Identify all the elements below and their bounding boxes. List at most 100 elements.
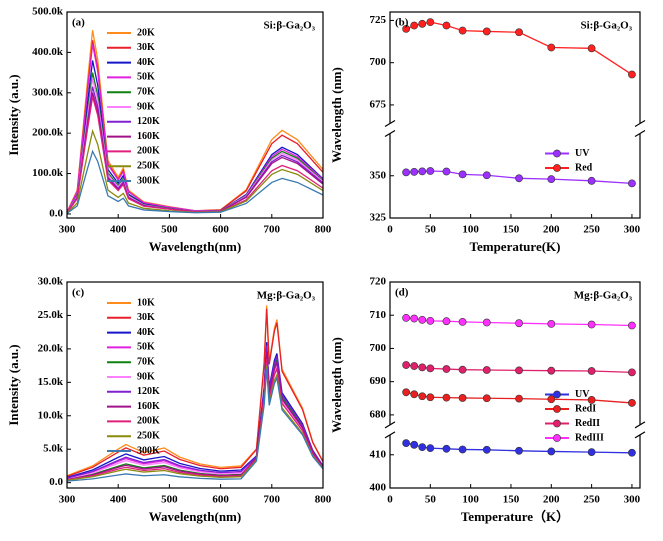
data-point [442, 21, 451, 30]
plot-frame [389, 281, 641, 489]
x-tick-label: 250 [583, 494, 600, 506]
data-point [410, 440, 419, 449]
data-point [482, 366, 491, 374]
legend-marker [553, 419, 561, 428]
axis-break-gap [637, 424, 643, 435]
y-tick-label: 300.0k [32, 86, 64, 98]
data-point [442, 365, 451, 373]
data-point [458, 365, 467, 374]
x-tick-label: 400 [110, 494, 127, 506]
panel-label: (c) [72, 287, 85, 299]
legend-label: 200K [137, 416, 160, 427]
data-point [628, 368, 636, 377]
x-tick-label: 700 [264, 494, 281, 506]
y-tick-label: 400 [370, 482, 387, 494]
x-tick-label: 600 [212, 224, 229, 236]
legend-label: RedII [575, 418, 600, 429]
legend-label: 300K [137, 445, 160, 456]
series-line [66, 30, 324, 213]
x-tick-label: 200 [543, 494, 560, 506]
legend-marker [553, 390, 561, 399]
axis-break-mark [634, 130, 646, 138]
y-tick-label: 720 [370, 276, 387, 288]
y-tick-label: 400.0k [32, 46, 64, 58]
legend-label: 200K [137, 146, 160, 157]
legend-label: 30K [137, 312, 155, 323]
x-tick-label: 100 [462, 494, 479, 506]
data-point [482, 27, 491, 36]
x-tick-label: 300 [624, 224, 641, 236]
data-point [547, 43, 556, 52]
series-line [66, 149, 324, 214]
legend-label: 50K [137, 342, 155, 353]
legend-marker [553, 164, 561, 172]
y-tick-label: 15.0k [38, 376, 64, 388]
x-tick-label: 800 [315, 494, 332, 506]
legend-label: 120K [137, 386, 160, 397]
legend-label: 160K [137, 131, 160, 142]
axis-break-gap [637, 123, 643, 134]
data-point [628, 321, 636, 330]
y-tick-label: 350 [370, 169, 387, 181]
data-point [628, 399, 636, 407]
series-line [66, 368, 324, 482]
y-tick-label: 20.0k [38, 342, 64, 354]
x-axis-label: Temperature(K) [470, 239, 561, 254]
legend-label: 160K [137, 401, 160, 412]
x-tick-label: 100 [462, 224, 479, 236]
data-point [402, 24, 411, 33]
data-point [442, 393, 451, 402]
axis-break-mark [384, 431, 396, 439]
x-tick-label: 0 [387, 224, 393, 236]
y-tick-label: 710 [370, 309, 387, 321]
legend-marker [553, 149, 561, 158]
data-point [442, 167, 451, 176]
series-line [66, 128, 324, 214]
x-tick-label: 400 [110, 224, 127, 236]
y-axis-label: Wavelength (nm) [329, 337, 344, 433]
data-point [587, 320, 596, 329]
y-tick-label: 700 [370, 342, 387, 354]
y-tick-label: 725 [370, 14, 387, 26]
axis-break-mark [634, 421, 646, 429]
axis-break-mark [634, 120, 646, 128]
x-tick-label: 500 [161, 224, 178, 236]
y-tick-label: 325 [370, 212, 387, 224]
data-point [458, 445, 467, 454]
y-axis-label: Wavelength (nm) [329, 67, 344, 163]
x-axis-label: Temperature（K） [461, 509, 569, 524]
panel-label: (b) [395, 17, 409, 29]
data-point [426, 316, 435, 325]
y-axis-label: Intensity (a.u.) [6, 344, 21, 425]
legend-label: 30K [137, 42, 155, 53]
panel: 0 50 100 150 200 250 300 325 350 675 700 725 Tempera… [329, 11, 646, 254]
data-point [418, 167, 427, 176]
legend-label: UV [575, 148, 590, 159]
y-tick-label: 680 [370, 408, 387, 420]
legend-label: 20K [137, 27, 155, 38]
x-tick-label: 250 [583, 224, 600, 236]
legend-label: 10K [137, 297, 155, 308]
data-point [418, 315, 427, 324]
x-tick-label: 200 [543, 224, 560, 236]
data-point [410, 167, 419, 176]
legend-label: 120K [137, 116, 160, 127]
legend-marker [553, 434, 561, 442]
y-tick-label: 675 [370, 98, 387, 110]
series-line [66, 96, 324, 214]
y-tick-label: 200.0k [32, 127, 64, 139]
data-point [482, 171, 491, 180]
sample-label: Mg:β-Ga₂O₃ [257, 290, 316, 302]
data-point [410, 390, 419, 399]
axis-break-mark [384, 120, 396, 128]
legend-label: 250K [137, 430, 160, 441]
data-point [410, 362, 419, 370]
y-tick-label: 25.0k [38, 309, 64, 321]
y-tick-label: 5.0k [43, 443, 64, 455]
x-tick-label: 150 [503, 494, 520, 506]
x-tick-label: 500 [161, 494, 178, 506]
data-point [426, 167, 435, 175]
sample-label: Si:β-Ga₂O₃ [580, 20, 632, 32]
data-point [515, 446, 523, 455]
